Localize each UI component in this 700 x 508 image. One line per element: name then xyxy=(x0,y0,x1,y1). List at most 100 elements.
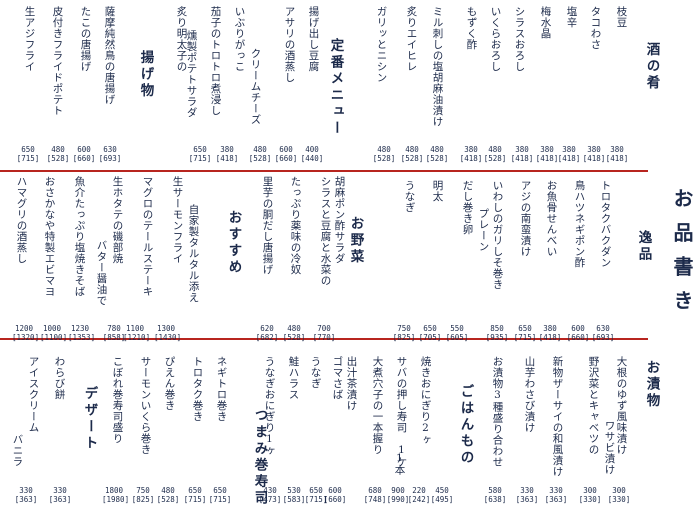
menu-item-price: 650 [715] xyxy=(208,486,232,504)
menu-item-price: 650 [715] xyxy=(16,145,40,163)
price-incl-tax: [418] xyxy=(582,154,606,163)
menu-item-price: 600 [660] xyxy=(566,324,590,342)
price-incl-tax: [418] xyxy=(215,154,239,163)
menu-item-price: 620 [682] xyxy=(255,324,279,342)
menu-item-price: 480 [528] xyxy=(372,145,396,163)
price-incl-tax: [363] xyxy=(515,495,539,504)
menu-item-price: 600 [660] xyxy=(323,486,347,504)
price-excl-tax: 330 xyxy=(53,486,67,495)
menu-item-price: 300 [330] xyxy=(578,486,602,504)
menu-item-name: うなぎ xyxy=(309,356,322,389)
price-incl-tax: [418] xyxy=(605,154,629,163)
section-heading-gohanmono: ごはんもの xyxy=(457,384,474,467)
price-incl-tax: [330] xyxy=(578,495,602,504)
menu-item-price: 380 [418] xyxy=(459,145,483,163)
menu-item-name: もずく酢 xyxy=(465,6,478,50)
menu-item-name-cont: ワサビ漬け xyxy=(603,420,616,475)
menu-item-price: 1200 [1320] xyxy=(12,324,39,342)
price-incl-tax: [583] xyxy=(282,495,306,504)
price-excl-tax: 380 xyxy=(543,324,557,333)
price-incl-tax: [528] xyxy=(372,154,396,163)
price-excl-tax: 480 xyxy=(51,145,65,154)
menu-item-price: 220 [242] xyxy=(407,486,431,504)
price-excl-tax: 620 xyxy=(260,324,274,333)
price-excl-tax: 600 xyxy=(328,486,342,495)
menu-item-name: 1本 xyxy=(393,452,406,476)
menu-item-name-cont: バター醤油で xyxy=(95,240,108,306)
menu-item-price: 750 [825] xyxy=(131,486,155,504)
menu-item-name: お漬物3種盛り合わせ xyxy=(491,356,504,468)
menu-item-price: 380 [418] xyxy=(510,145,534,163)
menu-item-name: 大根のゆず風味漬け xyxy=(615,356,628,455)
price-excl-tax: 600 xyxy=(77,145,91,154)
price-incl-tax: [363] xyxy=(14,495,38,504)
menu-item-price: 650 [715] xyxy=(304,486,328,504)
section-heading-teiban: 定番メニュー xyxy=(327,38,344,137)
menu-item-price: 530 [583] xyxy=(282,486,306,504)
price-incl-tax: [660] xyxy=(566,333,590,342)
menu-item-name: うなぎ xyxy=(403,180,416,213)
menu-item-name: 塩辛 xyxy=(565,6,578,28)
menu-item-name: トロタクバクダン xyxy=(599,180,612,268)
price-incl-tax: [363] xyxy=(544,495,568,504)
menu-item-price: 780 [858] xyxy=(102,324,126,342)
menu-item-price: 580 [638] xyxy=(483,486,507,504)
price-excl-tax: 650 xyxy=(518,324,532,333)
menu-item-name: お魚骨せんべい xyxy=(545,180,558,257)
price-excl-tax: 650 xyxy=(309,486,323,495)
menu-item-name: 皮付きフライドポテト xyxy=(51,6,64,116)
menu-item-price: 380 [418] xyxy=(605,145,629,163)
price-excl-tax: 1200 xyxy=(14,324,34,333)
price-incl-tax: [693] xyxy=(98,154,122,163)
menu-item-price: 480 [528] xyxy=(282,324,306,342)
menu-item-name: たこの唐揚げ xyxy=(79,6,92,72)
price-incl-tax: [605] xyxy=(445,333,469,342)
price-excl-tax: 330 xyxy=(520,486,534,495)
price-incl-tax: [715] xyxy=(16,154,40,163)
price-incl-tax: [770] xyxy=(312,333,336,342)
menu-item-price: 850 [935] xyxy=(485,324,509,342)
price-incl-tax: [715] xyxy=(208,495,232,504)
price-incl-tax: [1210] xyxy=(123,333,151,342)
price-excl-tax: 900 xyxy=(391,486,405,495)
price-excl-tax: 380 xyxy=(515,145,529,154)
menu-item-name: 梅水晶 xyxy=(539,6,552,39)
price-incl-tax: [660] xyxy=(323,495,347,504)
price-excl-tax: 300 xyxy=(612,486,626,495)
price-incl-tax: [715] xyxy=(513,333,537,342)
price-excl-tax: 850 xyxy=(490,324,504,333)
menu-item-price: 380 [418] xyxy=(538,324,562,342)
price-incl-tax: [528] xyxy=(400,154,424,163)
menu-item-price: 650 [705] xyxy=(418,324,442,342)
menu-item-price: 400 [440] xyxy=(300,145,324,163)
menu-item-price: 700 [770] xyxy=(312,324,336,342)
price-excl-tax: 480 xyxy=(287,324,301,333)
menu-item-price: 1300 [1430] xyxy=(154,324,181,342)
section-heading-otsukemono: お漬物 xyxy=(643,360,660,410)
menu-item-name: ぴえん巻き xyxy=(163,356,176,411)
menu-item-name-cont: プレーン xyxy=(477,208,490,252)
price-incl-tax: [1980] xyxy=(102,495,130,504)
price-incl-tax: [825] xyxy=(131,495,155,504)
price-incl-tax: [528] xyxy=(282,333,306,342)
menu-item-name: うなぎおにぎり1ヶ xyxy=(263,356,276,457)
price-incl-tax: [715] xyxy=(304,495,328,504)
menu-item-price: 550 [605] xyxy=(445,324,469,342)
price-incl-tax: [638] xyxy=(483,495,507,504)
price-excl-tax: 380 xyxy=(540,145,554,154)
menu-item-name: 生アジフライ xyxy=(23,6,36,72)
price-excl-tax: 600 xyxy=(279,145,293,154)
price-incl-tax: [418] xyxy=(535,154,559,163)
menu-item-name: わらび餅 xyxy=(53,356,66,400)
price-excl-tax: 650 xyxy=(193,145,207,154)
price-excl-tax: 480 xyxy=(161,486,175,495)
price-incl-tax: [528] xyxy=(248,154,272,163)
price-incl-tax: [660] xyxy=(72,154,96,163)
price-incl-tax: [825] xyxy=(392,333,416,342)
menu-item-price: 680 [748] xyxy=(363,486,387,504)
price-excl-tax: 480 xyxy=(253,145,267,154)
price-incl-tax: [528] xyxy=(156,495,180,504)
price-excl-tax: 530 xyxy=(287,486,301,495)
price-excl-tax: 650 xyxy=(213,486,227,495)
price-excl-tax: 1000 xyxy=(42,324,62,333)
